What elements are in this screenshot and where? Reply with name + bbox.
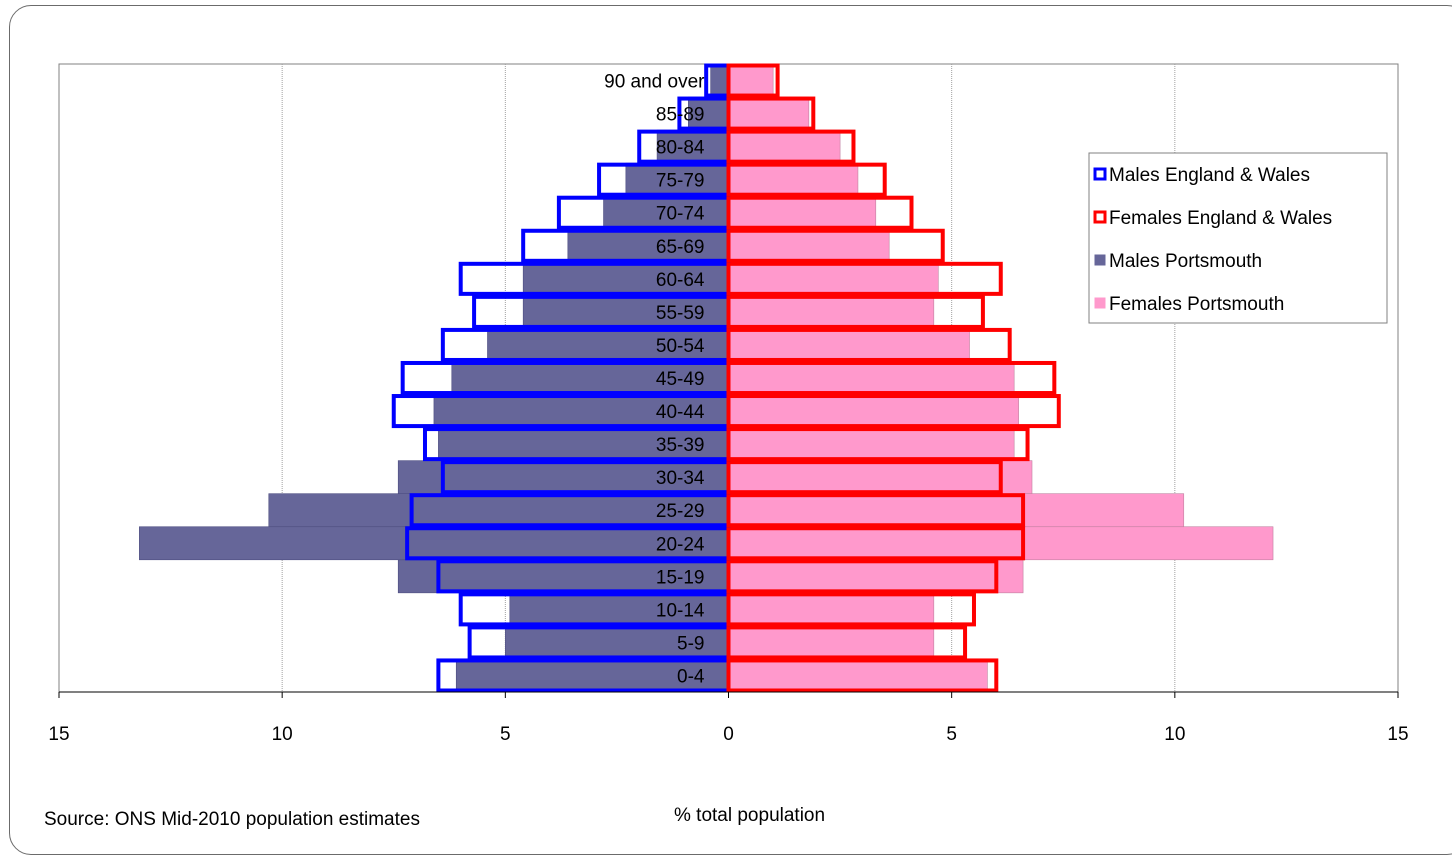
age-label: 15-19 [656, 567, 705, 588]
bar-females-portsmouth [728, 394, 1019, 428]
legend: Males England & Wales Females England & W… [1088, 152, 1388, 324]
age-label: 75-79 [656, 171, 705, 192]
bar-females-portsmouth [728, 460, 1033, 494]
bar-females-england-wales [726, 96, 816, 131]
x-axis-title: % total population [674, 805, 826, 826]
bar-females-portsmouth [728, 96, 810, 131]
age-label: 10-14 [656, 600, 705, 621]
bar-females-england-wales [726, 327, 1012, 362]
legend-box [1088, 152, 1388, 324]
age-label: 70-74 [656, 204, 705, 225]
age-label: 30-34 [656, 468, 705, 489]
source-note: Source: ONS Mid-2010 population estimate… [44, 809, 420, 830]
bar-females-england-wales [726, 394, 1061, 429]
bar-females-portsmouth [728, 295, 935, 329]
bar-females-portsmouth [728, 493, 1185, 528]
bar-males-portsmouth [487, 328, 729, 362]
england-wales-bars [391, 63, 1061, 693]
bar-females-portsmouth [728, 526, 1274, 561]
age-label: 25-29 [656, 501, 705, 522]
x-tick-label: 15 [48, 724, 69, 745]
legend-swatch [1094, 254, 1106, 266]
bar-females-england-wales [726, 360, 1057, 396]
legend-swatch [1093, 167, 1107, 181]
age-label: 20-24 [656, 534, 705, 555]
bar-females-portsmouth [728, 195, 877, 230]
legend-swatch [1093, 210, 1107, 224]
bar-females-portsmouth [728, 262, 939, 296]
bar-females-england-wales [726, 294, 985, 329]
bar-females-england-wales [726, 592, 976, 627]
bar-females-portsmouth [728, 559, 1024, 594]
bar-females-portsmouth [728, 625, 935, 660]
x-tick-label: 5 [946, 724, 957, 745]
age-label: 50-54 [656, 336, 705, 357]
bar-males-portsmouth [603, 195, 729, 230]
bar-females-portsmouth [728, 427, 1015, 461]
bar-females-england-wales [726, 658, 999, 693]
age-label: 80-84 [656, 138, 705, 159]
bar-females-portsmouth [728, 658, 988, 693]
age-label: 0-4 [677, 666, 705, 687]
bar-females-portsmouth [728, 328, 970, 362]
bar-males-portsmouth [139, 526, 729, 561]
bar-males-portsmouth [710, 63, 729, 98]
age-label: 90 and over [604, 72, 705, 93]
bar-females-england-wales [726, 63, 780, 98]
age-label: 35-39 [656, 435, 705, 456]
bar-males-portsmouth [433, 394, 729, 428]
x-axis: 15 10 5 0 5 10 15 [48, 691, 1409, 745]
legend-swatch [1094, 297, 1106, 309]
bar-females-england-wales [726, 228, 945, 263]
bar-females-england-wales [726, 261, 1003, 296]
x-tick-label: 10 [272, 724, 293, 745]
bar-females-england-wales [726, 493, 1026, 528]
bar-males-portsmouth [688, 96, 729, 131]
bar-females-portsmouth [728, 228, 890, 263]
age-label: 40-44 [656, 402, 705, 423]
bar-females-portsmouth [728, 162, 859, 197]
age-label: 60-64 [656, 270, 705, 291]
bar-females-portsmouth [728, 129, 841, 164]
bar-males-portsmouth [522, 262, 729, 296]
bar-males-portsmouth [451, 361, 729, 395]
bar-males-portsmouth [455, 658, 729, 693]
age-label: 5-9 [677, 633, 704, 654]
x-tick-label: 15 [1387, 724, 1408, 745]
bar-males-portsmouth [438, 427, 729, 461]
age-label: 45-49 [656, 369, 705, 390]
x-tick-label: 0 [723, 724, 734, 745]
legend-label: Males Portsmouth [1109, 251, 1262, 272]
age-label: 65-69 [656, 237, 705, 258]
bar-females-england-wales [726, 460, 1003, 495]
bar-females-england-wales [726, 559, 999, 594]
x-tick-label: 10 [1164, 724, 1185, 745]
bar-males-portsmouth [268, 493, 729, 528]
bar-males-portsmouth [567, 228, 729, 263]
bar-females-england-wales [726, 526, 1026, 561]
age-label: 85-89 [656, 105, 705, 126]
age-label: 55-59 [656, 303, 705, 324]
legend-label: Males England & Wales [1109, 165, 1310, 186]
portsmouth-bars [139, 63, 1274, 693]
bar-females-england-wales [726, 129, 856, 164]
bar-females-portsmouth [728, 361, 1015, 395]
bar-females-portsmouth [728, 63, 774, 98]
x-tick-label: 5 [500, 724, 511, 745]
bar-males-portsmouth [522, 295, 729, 329]
bar-females-england-wales [726, 195, 914, 230]
bar-females-england-wales [726, 162, 887, 197]
bar-males-portsmouth [397, 559, 729, 594]
bar-females-portsmouth [728, 592, 935, 627]
age-group-labels: 0-4 5-9 10-14 15-19 20-24 25-29 30-34 35-39 40-4… [604, 72, 705, 688]
bar-females-england-wales [726, 625, 968, 660]
bar-females-england-wales [726, 427, 1030, 462]
legend-label: Females England & Wales [1109, 208, 1332, 229]
legend-label: Females Portsmouth [1109, 294, 1284, 315]
bar-males-portsmouth [397, 460, 729, 494]
